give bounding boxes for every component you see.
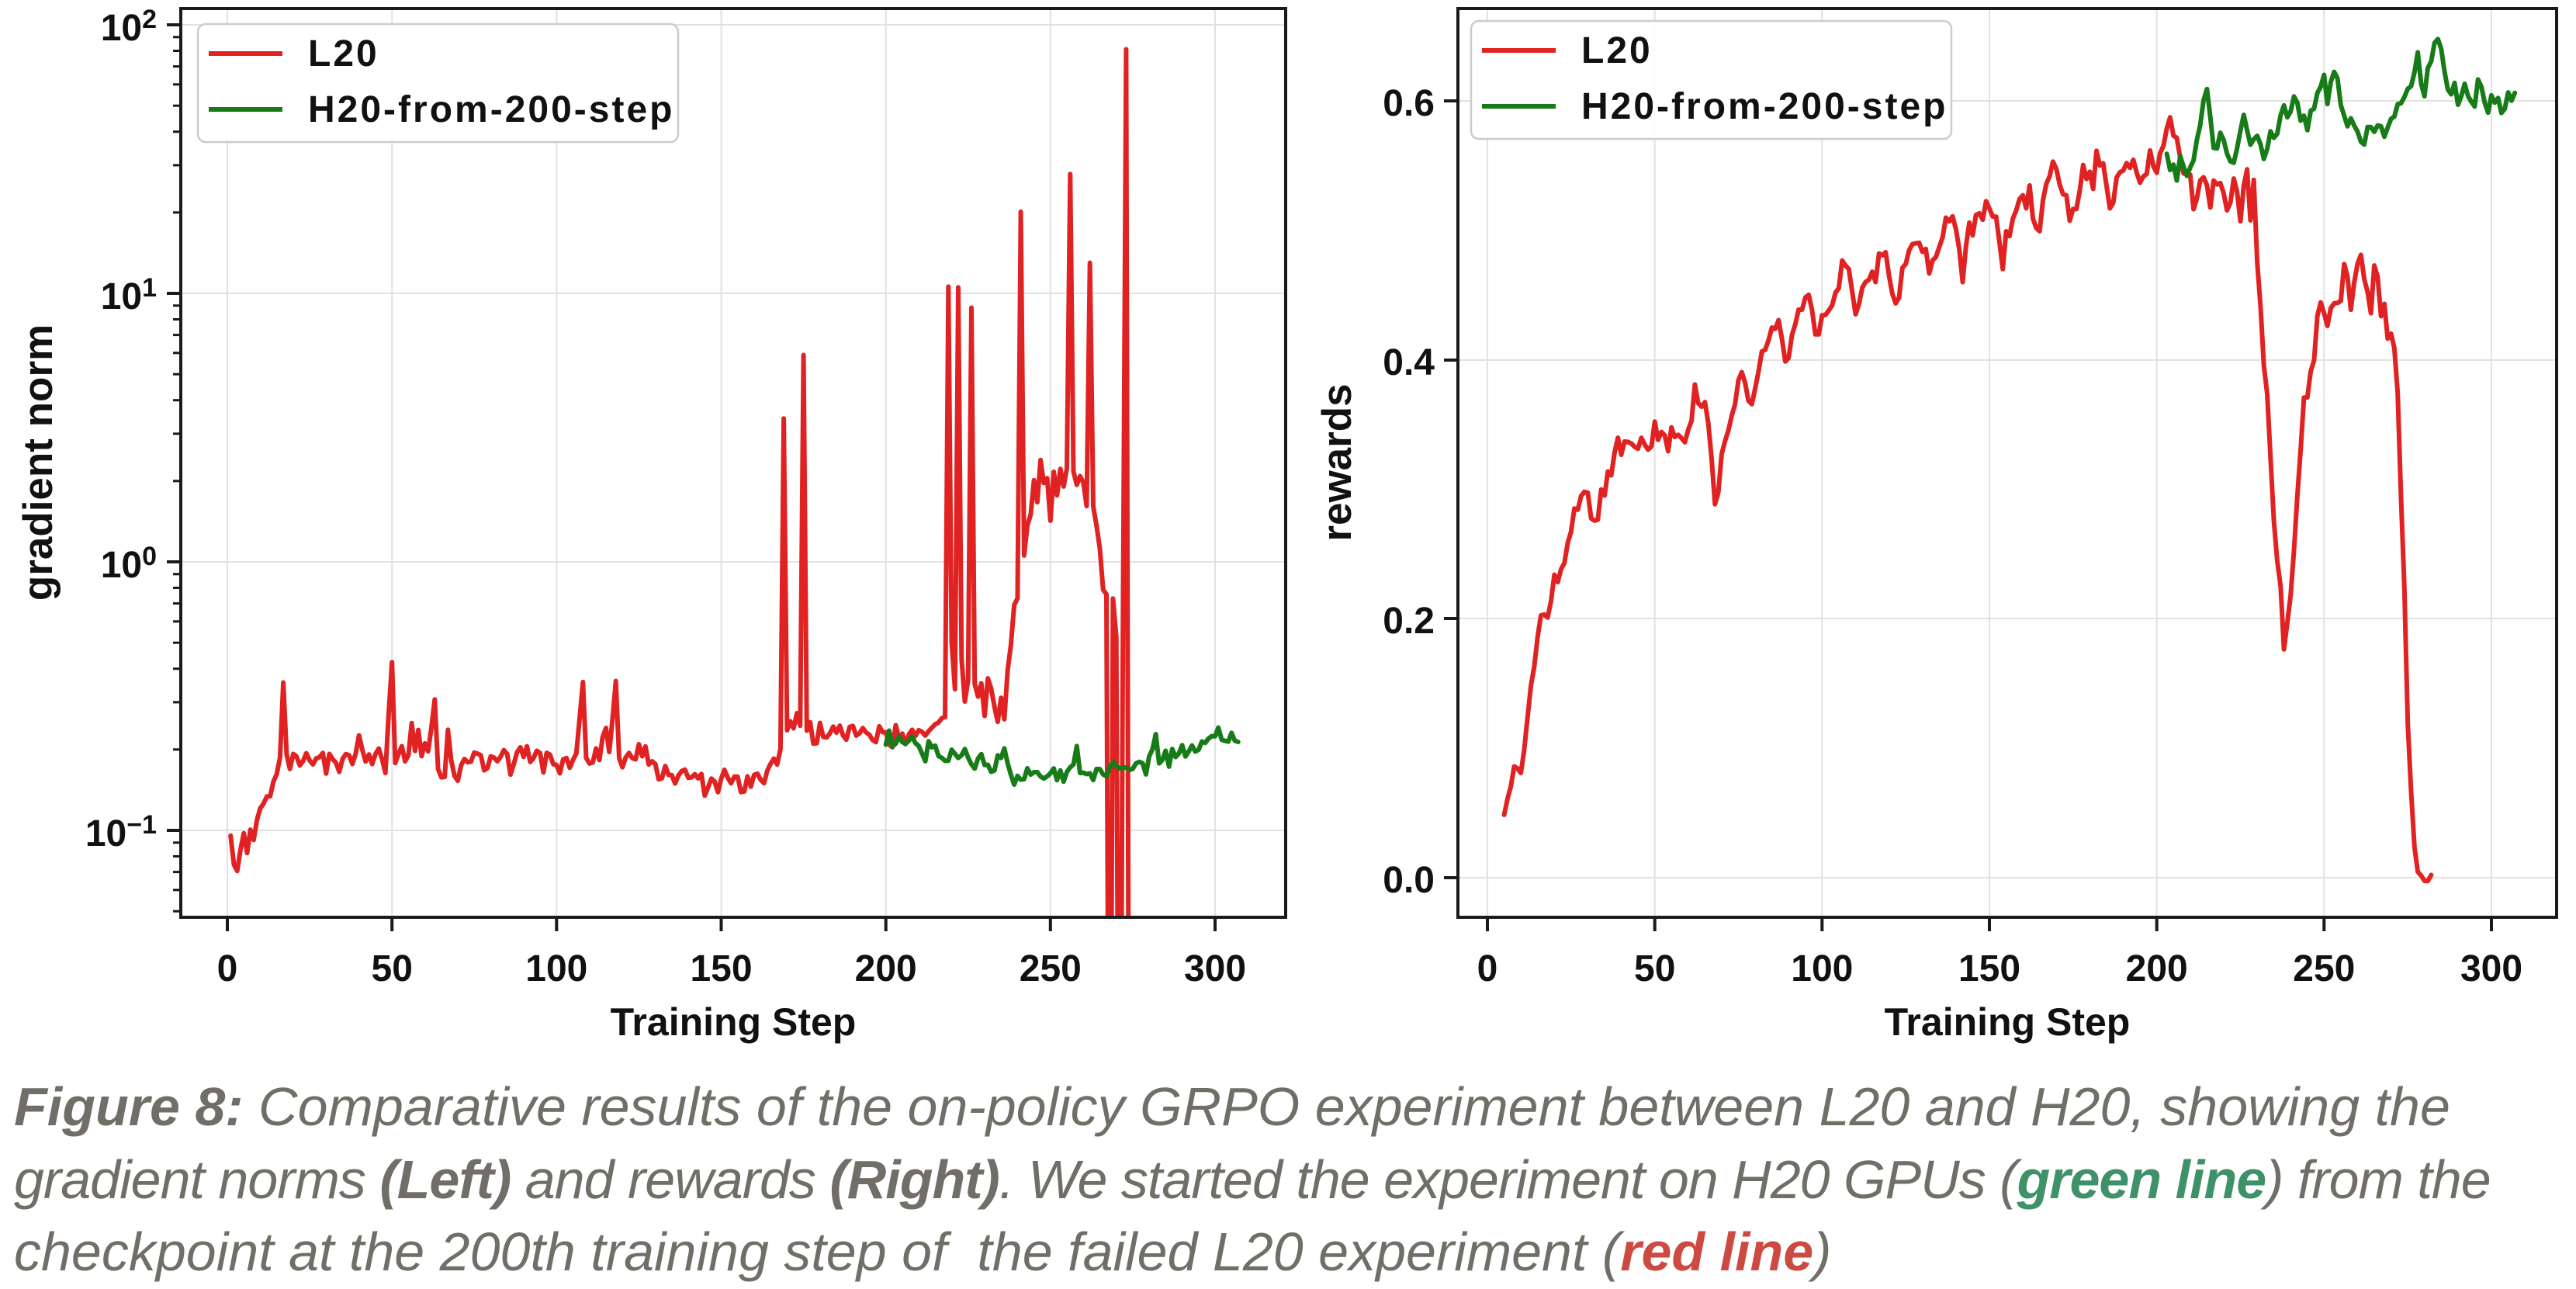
svg-text:102: 102 — [101, 5, 157, 49]
svg-text:L20: L20 — [1581, 30, 1653, 71]
svg-text:100: 100 — [1791, 948, 1853, 989]
svg-text:0.2: 0.2 — [1383, 601, 1435, 642]
svg-text:50: 50 — [372, 948, 413, 989]
svg-text:H20-from-200-step: H20-from-200-step — [1581, 86, 1948, 127]
svg-text:300: 300 — [1184, 948, 1246, 989]
svg-text:150: 150 — [690, 948, 752, 989]
svg-text:101: 101 — [101, 273, 157, 317]
svg-text:200: 200 — [855, 948, 917, 989]
svg-text:0: 0 — [217, 948, 238, 989]
svg-text:Training Step: Training Step — [1885, 1000, 2131, 1044]
svg-text:0.6: 0.6 — [1383, 83, 1435, 124]
svg-text:10−1: 10−1 — [85, 810, 157, 854]
svg-text:200: 200 — [2126, 948, 2188, 989]
svg-text:50: 50 — [1634, 948, 1675, 989]
svg-text:rewards: rewards — [1314, 383, 1360, 541]
svg-text:100: 100 — [101, 542, 157, 586]
svg-text:gradient norm: gradient norm — [16, 324, 61, 601]
svg-text:0.4: 0.4 — [1383, 342, 1435, 383]
svg-text:300: 300 — [2460, 948, 2522, 989]
svg-text:250: 250 — [1020, 948, 1082, 989]
svg-text:L20: L20 — [308, 33, 379, 74]
svg-text:0.0: 0.0 — [1383, 860, 1435, 901]
svg-text:150: 150 — [1958, 948, 2020, 989]
svg-text:250: 250 — [2293, 948, 2355, 989]
svg-text:0: 0 — [1477, 948, 1498, 989]
svg-text:100: 100 — [525, 948, 587, 989]
svg-text:Training Step: Training Step — [611, 1000, 857, 1044]
svg-text:H20-from-200-step: H20-from-200-step — [308, 89, 674, 130]
